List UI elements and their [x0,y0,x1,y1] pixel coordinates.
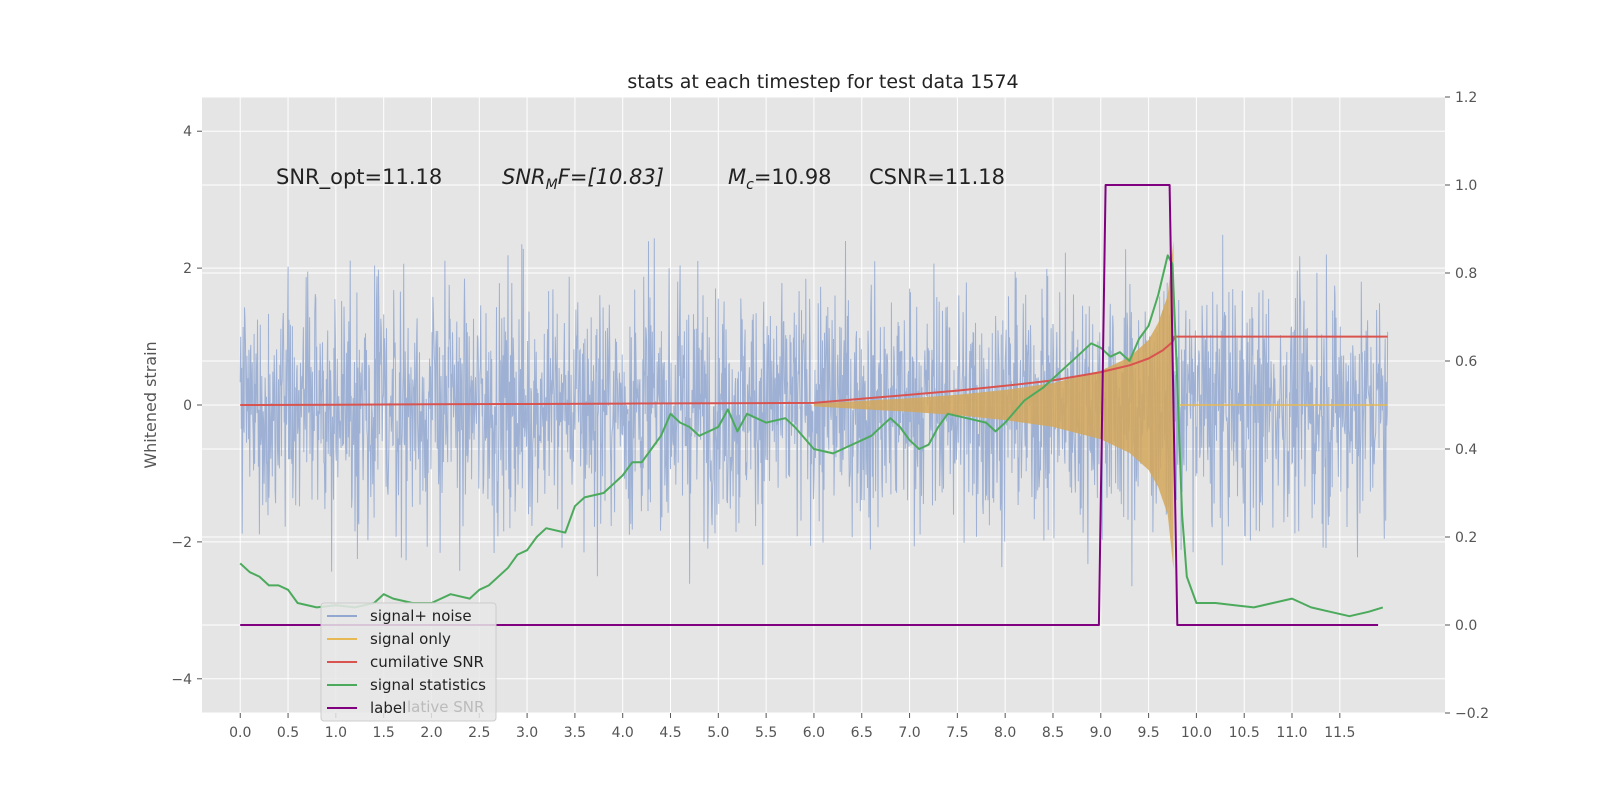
x-tick-label: 3.0 [516,725,538,741]
x-tick-label: 0.5 [277,725,299,741]
x-tick-label: 10.5 [1229,725,1260,741]
signal-only-envelope [813,240,1174,570]
x-tick-label: 4.0 [612,725,634,741]
x-tick-label: 7.0 [898,725,920,741]
legend-label-signal-statistics: signal statistics [370,676,486,694]
x-tick-label: 0.0 [229,725,251,741]
x-tick-label: 9.5 [1137,725,1159,741]
legend-label-label: label [370,699,406,717]
y2-tick-label: 1.2 [1455,90,1477,106]
y2-tick-label: 0.4 [1455,442,1477,458]
x-tick-label: 3.5 [564,725,586,741]
line-series [239,184,1388,626]
x-tick-label: 1.0 [325,725,347,741]
x-tick-label: 6.5 [851,725,873,741]
cumulative-snr-line [240,335,1388,406]
annotation-mc-rest: =10.98 [754,165,832,189]
signal-noise-line [239,234,1389,587]
x-tick-label: 4.5 [659,725,681,741]
legend-ghost-text: lative SNR [407,698,484,716]
annotation-snr-mf-base: SNR [502,165,546,189]
y-tick-label: 2 [183,261,192,277]
legend: lative SNR signal+ noise signal only cum… [320,602,497,722]
annotation-snr-opt: SNR_opt=11.18 [276,165,442,190]
annotation-snr-mf-sub: M [546,177,558,193]
y-axis-label: Whitened strain [141,341,160,468]
y2-tick-label: 0.8 [1455,266,1477,282]
x-tick-label: 10.0 [1181,725,1212,741]
legend-label-cumulative-snr: cumilative SNR [370,653,484,671]
x-axis: 0.0 0.5 1.0 1.5 2.0 2.5 3.0 3.5 4.0 4.5 5.0 5.5 6.0 6… [229,713,1355,741]
x-tick-label: 2.5 [468,725,490,741]
x-tick-label: 7.5 [946,725,968,741]
annotation-csnr: CSNR=11.18 [869,165,1005,189]
y2-tick-label: 0.6 [1455,354,1477,370]
y2-tick-label: −0.2 [1455,706,1489,722]
y-tick-label: −4 [171,672,192,688]
annotations: SNR_opt=11.18 SNRMF=[10.83] Mc=10.98 CSN… [276,165,1005,193]
x-tick-label: 8.0 [994,725,1016,741]
legend-label-signal-noise: signal+ noise [370,607,472,625]
y2-axis: 1.2 1.0 0.8 0.6 0.4 0.2 0.0 −0.2 [1445,90,1489,722]
x-tick-label: 8.5 [1042,725,1064,741]
x-tick-label: 11.5 [1324,725,1355,741]
x-tick-label: 2.0 [420,725,442,741]
annotation-snr-mf: SNRMF=[10.83] [502,165,664,193]
x-tick-label: 6.0 [803,725,825,741]
y2-tick-label: 0.0 [1455,618,1477,634]
x-tick-label: 5.5 [755,725,777,741]
chart-title: stats at each timestep for test data 157… [627,71,1018,93]
signal-noise-series [239,234,1389,587]
x-tick-label: 9.0 [1090,725,1112,741]
legend-box [320,602,497,722]
y-tick-label: 0 [183,398,192,414]
x-tick-label: 1.5 [373,725,395,741]
y-axis: 4 2 0 −2 −4 [171,124,202,688]
signal-only-series [813,240,1388,570]
label-line [240,184,1379,626]
y-tick-label: 4 [183,124,192,140]
y-tick-label: −2 [171,535,192,551]
annotation-snr-mf-rest: F=[10.83] [558,165,664,189]
y2-tick-label: 0.2 [1455,530,1477,546]
y2-tick-label: 1.0 [1455,178,1477,194]
legend-label-signal-only: signal only [370,630,451,648]
annotation-mc-sub: c [746,177,754,193]
x-tick-label: 5.0 [707,725,729,741]
x-tick-label: 11.0 [1276,725,1307,741]
annotation-mc: Mc=10.98 [728,165,832,193]
annotation-mc-base: M [728,165,746,189]
